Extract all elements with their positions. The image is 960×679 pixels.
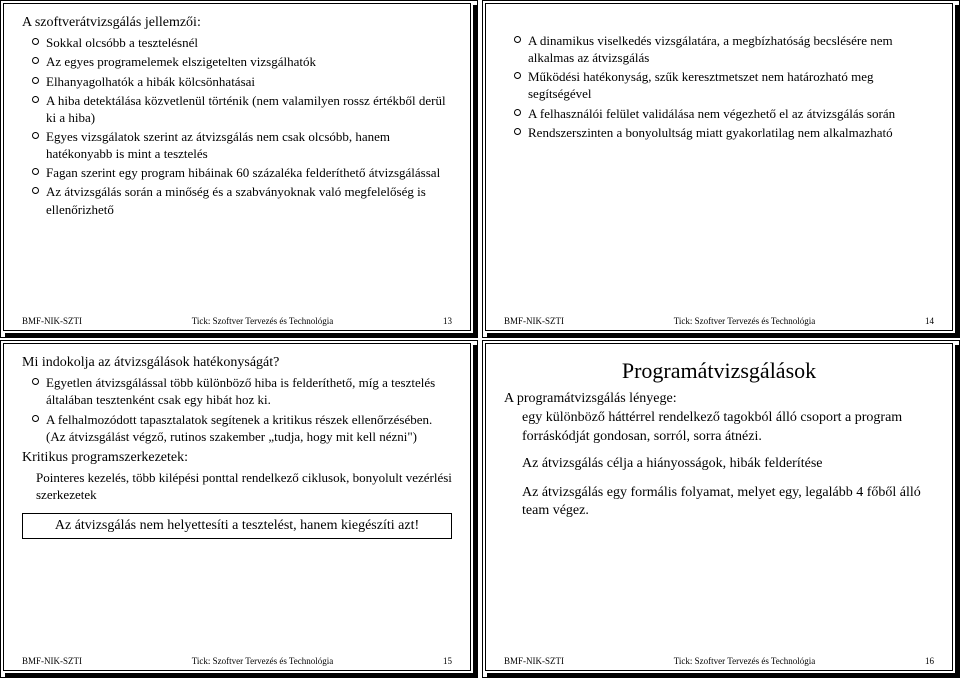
footer-org: BMF-NIK-SZTI: [504, 316, 564, 326]
slide15-subheading: Kritikus programszerkezetek:: [22, 449, 452, 467]
slide15-box: Az átvizsgálás nem helyettesíti a teszte…: [22, 513, 452, 539]
footer-course: Tick: Szoftver Tervezés és Technológia: [564, 656, 925, 666]
slide16-title: Programátvizsgálások: [504, 358, 934, 384]
list-item: A felhasználói felület validálása nem vé…: [514, 105, 934, 122]
list-item: Egyetlen átvizsgálással több különböző h…: [32, 374, 452, 408]
list-item: Az egyes programelemek elszigetelten viz…: [32, 53, 452, 70]
slide-footer: BMF-NIK-SZTI Tick: Szoftver Tervezés és …: [504, 656, 934, 666]
footer-org: BMF-NIK-SZTI: [504, 656, 564, 666]
slide-15: Mi indokolja az átvizsgálások hatékonysá…: [0, 340, 478, 678]
list-item: A dinamikus viselkedés vizsgálatára, a m…: [514, 32, 934, 66]
list-item: Rendszerszinten a bonyolultság miatt gya…: [514, 124, 934, 141]
footer-org: BMF-NIK-SZTI: [22, 656, 82, 666]
slide15-list: Egyetlen átvizsgálással több különböző h…: [22, 374, 452, 445]
list-item: Működési hatékonyság, szűk keresztmetsze…: [514, 68, 934, 102]
footer-course: Tick: Szoftver Tervezés és Technológia: [82, 316, 443, 326]
footer-page: 14: [925, 316, 934, 326]
footer-page: 15: [443, 656, 452, 666]
slide-footer: BMF-NIK-SZTI Tick: Szoftver Tervezés és …: [22, 316, 452, 326]
slide-13: A szoftverátvizsgálás jellemzői: Sokkal …: [0, 0, 478, 338]
list-item: Elhanyagolhatók a hibák kölcsönhatásai: [32, 73, 452, 90]
list-item: Az átvizsgálás során a minőség és a szab…: [32, 183, 452, 217]
slide13-list: Sokkal olcsóbb a tesztelésnél Az egyes p…: [22, 34, 452, 218]
slide16-line4: Az átvizsgálás egy formális folyamat, me…: [504, 484, 934, 522]
slide16-line2: egy különböző háttérrel rendelkező tagok…: [504, 409, 934, 447]
footer-page: 13: [443, 316, 452, 326]
footer-org: BMF-NIK-SZTI: [22, 316, 82, 326]
slide16-line3: Az átvizsgálás célja a hiányosságok, hib…: [504, 455, 934, 474]
slide14-list: A dinamikus viselkedés vizsgálatára, a m…: [504, 32, 934, 141]
list-item: A hiba detektálása közvetlenül történik …: [32, 92, 452, 126]
slide-footer: BMF-NIK-SZTI Tick: Szoftver Tervezés és …: [504, 316, 934, 326]
slide15-heading: Mi indokolja az átvizsgálások hatékonysá…: [22, 354, 452, 372]
slide15-subtext: Pointeres kezelés, több kilépési ponttal…: [22, 469, 452, 503]
list-item: A felhalmozódott tapasztalatok segítenek…: [32, 411, 452, 445]
slide16-line1: A programátvizsgálás lényege:: [504, 390, 934, 409]
footer-page: 16: [925, 656, 934, 666]
slide13-heading: A szoftverátvizsgálás jellemzői:: [22, 14, 452, 32]
list-item: Fagan szerint egy program hibáinak 60 sz…: [32, 164, 452, 181]
footer-course: Tick: Szoftver Tervezés és Technológia: [564, 316, 925, 326]
slide-footer: BMF-NIK-SZTI Tick: Szoftver Tervezés és …: [22, 656, 452, 666]
footer-course: Tick: Szoftver Tervezés és Technológia: [82, 656, 443, 666]
slide-14: A dinamikus viselkedés vizsgálatára, a m…: [482, 0, 960, 338]
slide-16: Programátvizsgálások A programátvizsgálá…: [482, 340, 960, 678]
list-item: Egyes vizsgálatok szerint az átvizsgálás…: [32, 128, 452, 162]
list-item: Sokkal olcsóbb a tesztelésnél: [32, 34, 452, 51]
